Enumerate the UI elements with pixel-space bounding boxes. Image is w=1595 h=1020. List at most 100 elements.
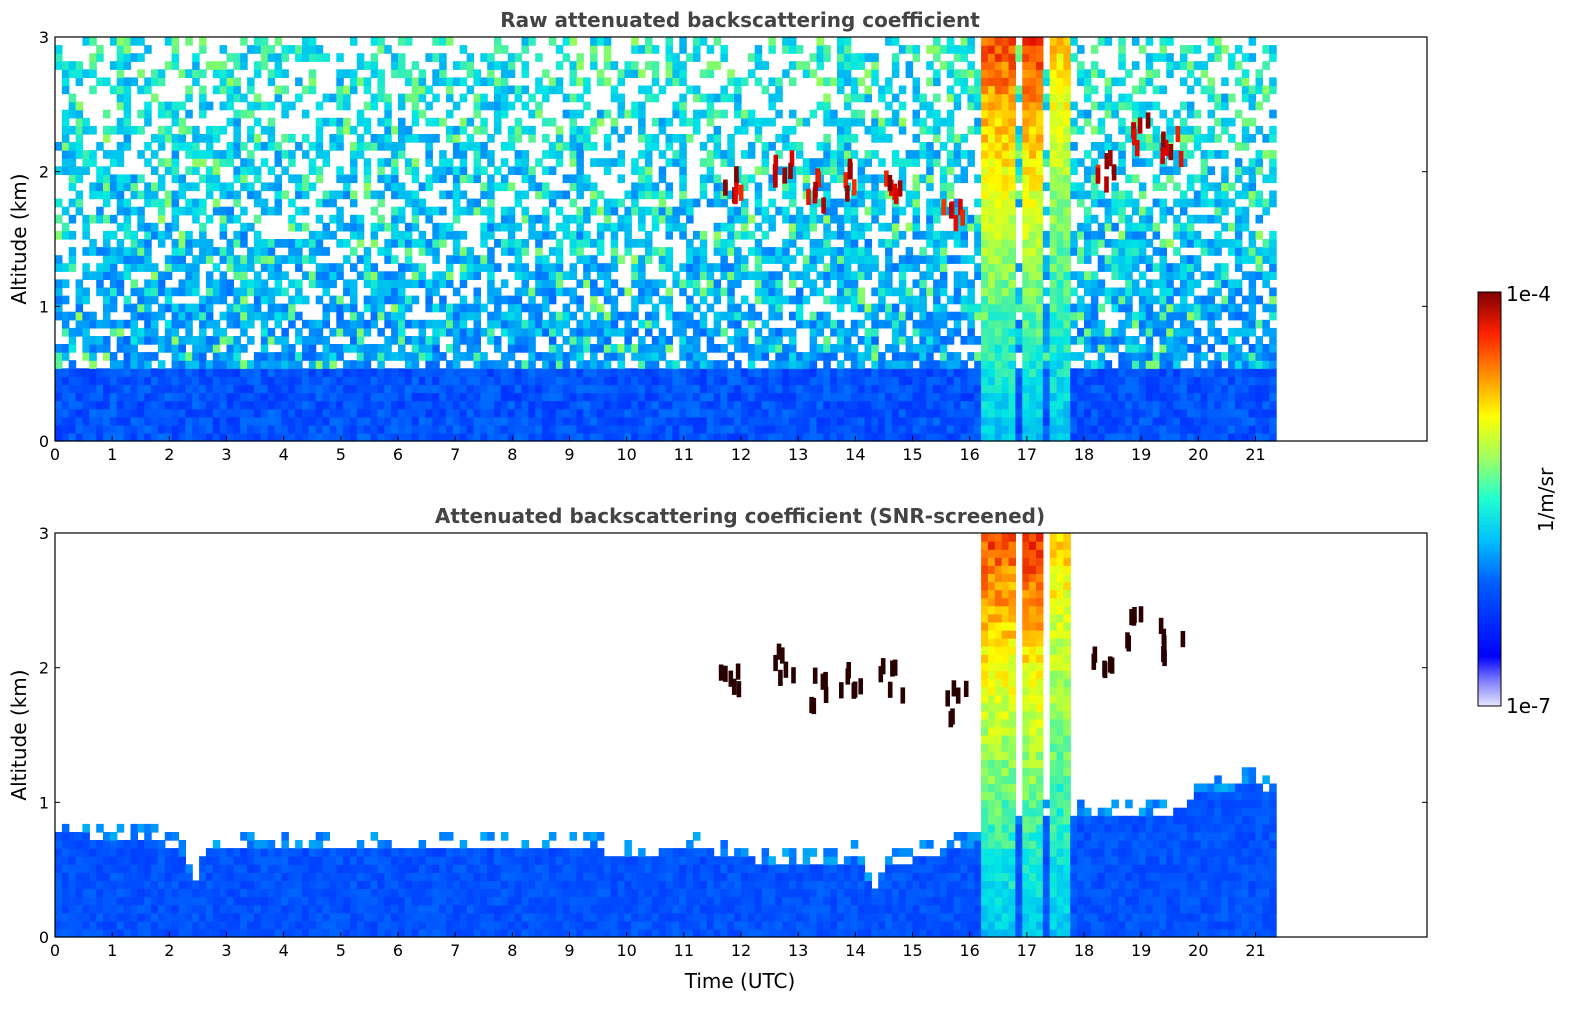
heatmap-cell xyxy=(171,166,180,175)
heatmap-cell xyxy=(452,384,461,394)
heatmap-cell xyxy=(905,408,914,418)
heatmap-cell xyxy=(377,214,385,224)
heatmap-cell xyxy=(891,352,900,361)
heatmap-cell xyxy=(219,230,228,240)
heatmap-cell xyxy=(720,327,728,337)
heatmap-cell xyxy=(864,222,872,232)
heatmap-cell xyxy=(843,142,852,151)
heatmap-cell xyxy=(590,198,598,208)
heatmap-cell xyxy=(816,400,824,410)
heatmap-cell xyxy=(857,303,866,313)
heatmap-cell xyxy=(240,287,248,297)
heatmap-cell xyxy=(466,432,475,442)
heatmap-cell xyxy=(116,69,125,78)
heatmap-cell xyxy=(487,134,495,143)
heatmap-cell xyxy=(109,408,118,418)
heatmap-cell xyxy=(548,311,557,321)
heatmap-cell xyxy=(192,61,200,70)
heatmap-cell xyxy=(398,230,406,240)
heatmap-cell xyxy=(205,295,214,305)
heatmap-cell xyxy=(898,45,907,54)
heatmap-cell xyxy=(226,408,234,418)
heatmap-cell xyxy=(61,432,70,442)
heatmap-cell xyxy=(281,45,289,54)
heatmap-cell xyxy=(960,376,968,386)
heatmap-cell xyxy=(596,206,605,216)
heatmap-cell xyxy=(212,198,221,208)
heatmap-cell xyxy=(144,45,152,54)
heatmap-cell xyxy=(432,303,440,313)
heatmap-cell xyxy=(343,117,351,127)
heatmap-cell xyxy=(96,174,104,184)
heatmap-cell xyxy=(953,424,962,434)
heatmap-cell xyxy=(645,368,653,377)
heatmap-cell xyxy=(1022,109,1030,119)
heatmap-cell xyxy=(240,327,248,337)
heatmap-cell xyxy=(665,214,673,224)
heatmap-cell xyxy=(1015,400,1023,410)
heatmap-cell xyxy=(343,85,351,95)
heatmap-cell xyxy=(535,190,543,200)
heatmap-cell xyxy=(843,368,852,377)
heatmap-cell xyxy=(548,230,557,240)
heatmap-cell xyxy=(418,206,427,216)
heatmap-cell xyxy=(432,287,440,297)
heatmap-cell xyxy=(953,239,962,248)
heatmap-cell xyxy=(1036,166,1044,175)
heatmap-cell xyxy=(891,336,900,345)
heatmap-cell xyxy=(205,142,214,151)
heatmap-cell xyxy=(843,158,852,167)
heatmap-cell xyxy=(548,263,557,272)
heatmap-cell xyxy=(164,416,173,426)
heatmap-cell xyxy=(706,271,715,280)
heatmap-cell xyxy=(548,384,557,394)
heatmap-cell xyxy=(144,142,152,151)
heatmap-cell xyxy=(1029,53,1037,62)
heatmap-cell xyxy=(151,271,159,280)
heatmap-cell xyxy=(260,101,269,111)
heatmap-cell xyxy=(507,408,516,418)
heatmap-cell xyxy=(1036,45,1044,54)
heatmap-cell xyxy=(988,214,996,224)
heatmap-cell xyxy=(137,352,145,361)
heatmap-cell xyxy=(734,336,742,345)
heatmap-cell xyxy=(535,424,543,434)
heatmap-cell xyxy=(377,392,385,402)
heatmap-cell xyxy=(981,327,989,337)
heatmap-cell xyxy=(452,416,461,426)
heatmap-cell xyxy=(775,327,783,337)
heatmap-cell xyxy=(658,117,667,127)
heatmap-cell xyxy=(775,77,783,87)
heatmap-cell xyxy=(782,344,790,353)
heatmap-cell xyxy=(857,271,866,280)
heatmap-cell xyxy=(1029,61,1037,70)
heatmap-cell xyxy=(734,206,742,216)
heatmap-cell xyxy=(960,311,968,321)
heatmap-cell xyxy=(315,166,324,175)
heatmap-cell xyxy=(233,368,241,377)
heatmap-cell xyxy=(157,158,166,167)
heatmap-cell xyxy=(315,53,324,62)
heatmap-cell xyxy=(171,303,180,313)
heatmap-cell xyxy=(144,117,152,127)
heatmap-cell xyxy=(994,287,1003,297)
heatmap-cell xyxy=(843,352,852,361)
heatmap-cell xyxy=(61,408,70,418)
heatmap-cell xyxy=(452,352,461,361)
heatmap-cell xyxy=(665,416,673,426)
heatmap-cell xyxy=(459,174,468,184)
heatmap-cell xyxy=(761,319,770,329)
heatmap-cell xyxy=(864,174,872,184)
heatmap-cell xyxy=(487,336,495,345)
heatmap-cell xyxy=(411,166,420,175)
heatmap-cell xyxy=(514,117,523,127)
heatmap-cell xyxy=(679,230,687,240)
heatmap-cell xyxy=(713,239,722,248)
heatmap-cell xyxy=(199,303,207,313)
heatmap-cell xyxy=(569,134,577,143)
heatmap-cell xyxy=(212,85,221,95)
heatmap-cell xyxy=(219,416,228,426)
heatmap-cell xyxy=(1001,311,1010,321)
heatmap-cell xyxy=(68,214,77,224)
heatmap-cell xyxy=(164,61,173,70)
